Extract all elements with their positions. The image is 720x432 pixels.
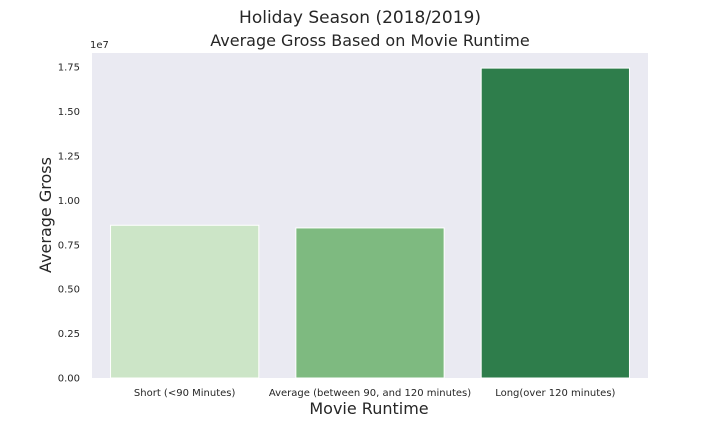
x-tick-label: Long(over 120 minutes) xyxy=(495,388,615,399)
bar xyxy=(110,224,260,379)
x-tick-label: Average (between 90, and 120 minutes) xyxy=(269,388,471,399)
y-tick-label: 1.25 xyxy=(58,152,80,163)
y-tick-label: 0.50 xyxy=(58,285,80,296)
y-tick-label: 0.00 xyxy=(58,374,80,385)
bar xyxy=(295,227,445,379)
y-tick-label: 1.00 xyxy=(58,196,80,207)
x-axis-ticks: Short (<90 Minutes) Average (between 90, … xyxy=(134,388,616,399)
y-tick-label: 0.25 xyxy=(58,329,80,340)
y-axis-offset-label: 1e7 xyxy=(90,40,109,51)
y-tick-label: 1.75 xyxy=(58,63,80,74)
y-axis-ticks: 0.00 0.25 0.50 0.75 1.00 1.25 1.50 1.75 xyxy=(58,63,80,385)
y-axis-label: Average Gross xyxy=(36,157,55,273)
y-tick-label: 1.50 xyxy=(58,107,80,118)
x-axis-label: Movie Runtime xyxy=(309,399,428,418)
x-tick-label: Short (<90 Minutes) xyxy=(134,388,236,399)
chart-title: Average Gross Based on Movie Runtime xyxy=(210,31,529,50)
bar xyxy=(480,67,630,379)
y-tick-label: 0.75 xyxy=(58,240,80,251)
chart-suptitle: Holiday Season (2018/2019) xyxy=(239,8,481,28)
bars xyxy=(110,67,630,379)
